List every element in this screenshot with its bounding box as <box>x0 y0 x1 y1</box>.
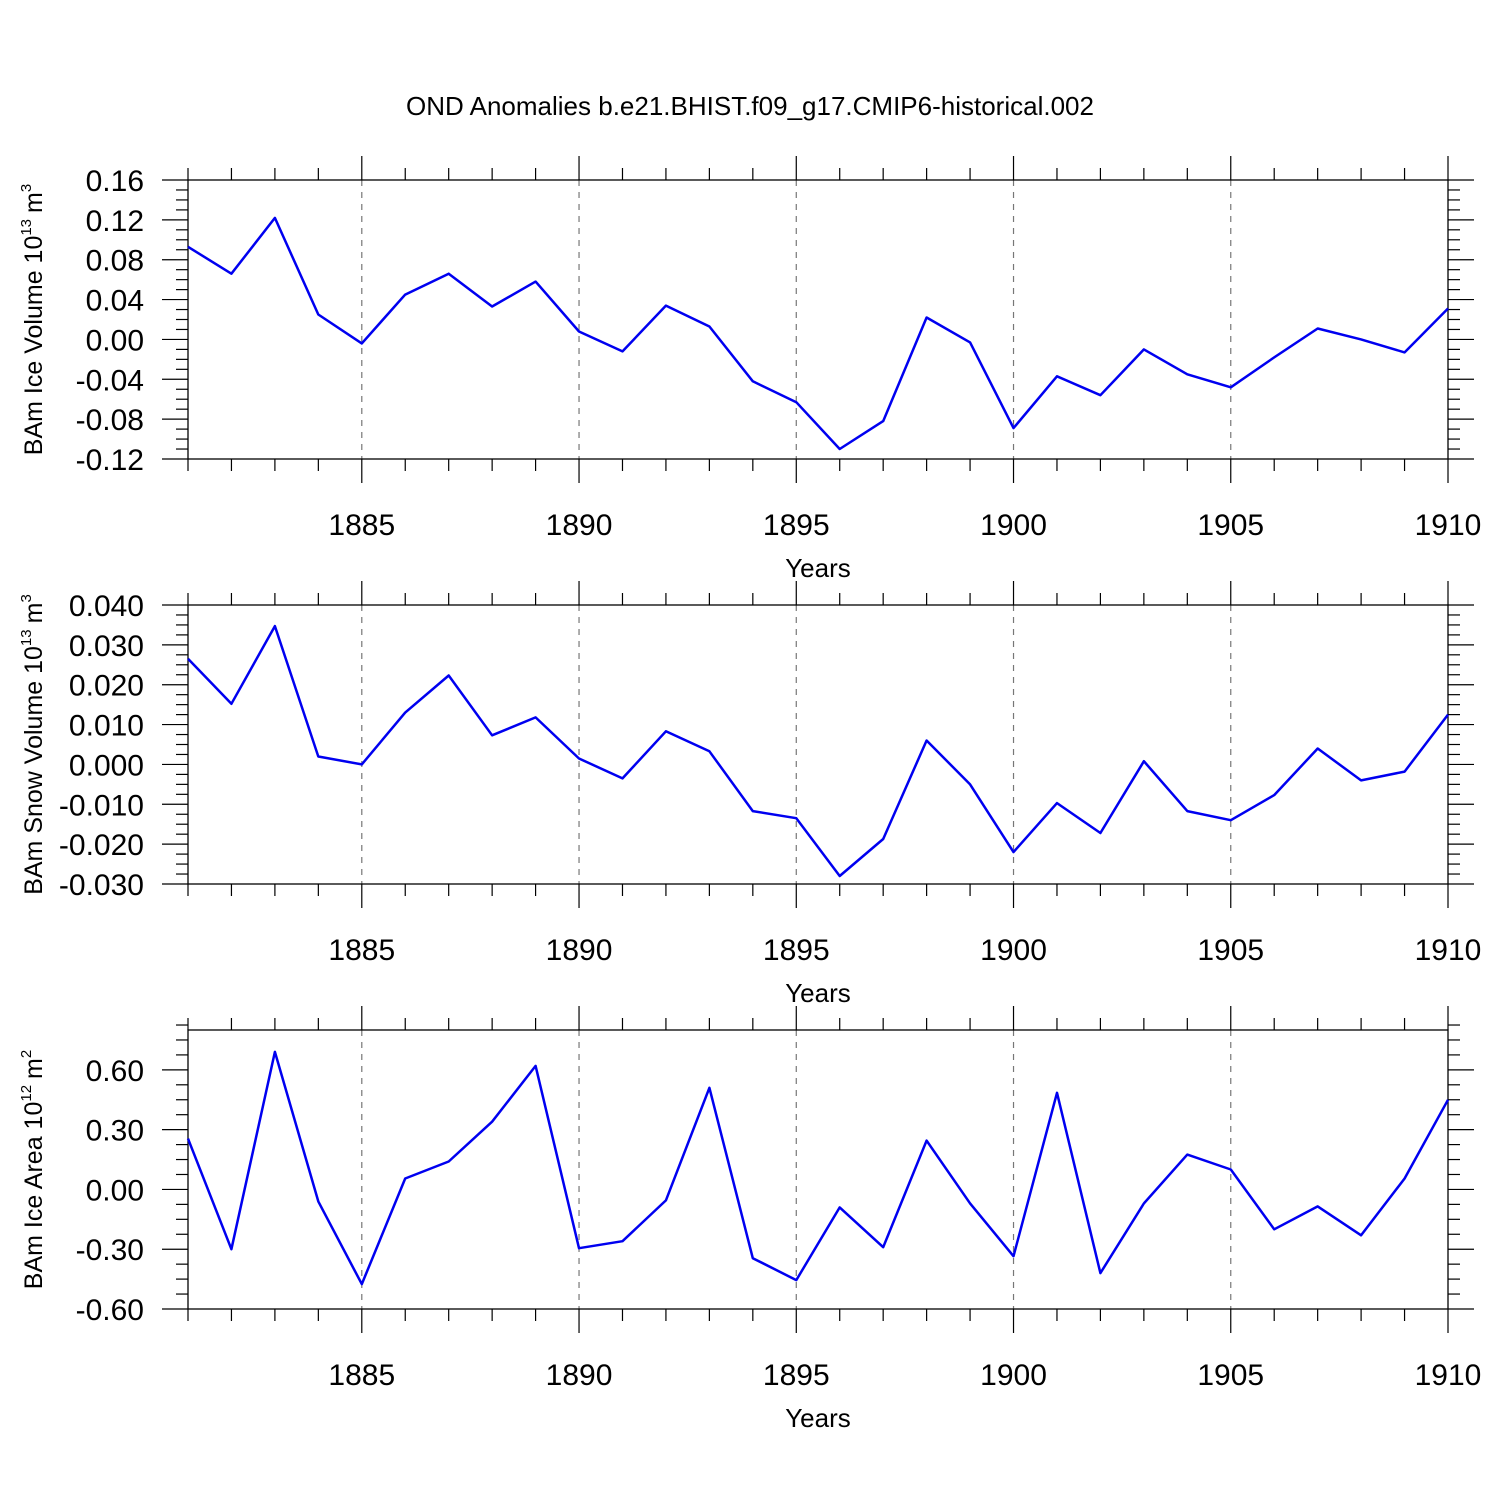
panel-2: -0.030 -0.020 -0.010 0.000 0.010 0.020 0.030 0.… <box>18 581 1481 1008</box>
plot-frame <box>187 604 1449 885</box>
y-axis-label: BAm Snow Volume 1013 m3 <box>18 594 48 895</box>
y-tick-label: -0.60 <box>76 1294 144 1327</box>
x-axis-label: Years <box>785 978 851 1008</box>
x-tick-label: 1910 <box>1415 509 1482 542</box>
y-axis-label-text: BAm Ice Area 10 <box>20 1102 48 1290</box>
y-tick-label: 0.010 <box>69 710 144 743</box>
y-tick-label: 0.16 <box>86 165 144 198</box>
y-axis-label-text: BAm Snow Volume 10 <box>20 646 48 895</box>
y-axis-label-exponent: 13 <box>18 219 35 236</box>
x-tick-label: 1905 <box>1197 1359 1264 1392</box>
y-axis-label-unit: m <box>20 192 48 213</box>
y-tick-label: 0.00 <box>86 1174 144 1207</box>
series-line <box>187 216 1449 451</box>
y-tick-label: 0.04 <box>86 285 144 318</box>
x-tick-label: 1890 <box>546 509 613 542</box>
panels: -0.12 -0.08 -0.04 0.00 0.04 0.08 0.12 0.16 1885 1… <box>18 156 1481 1433</box>
y-axis-label-text: BAm Ice Volume 10 <box>20 236 48 456</box>
y-axis-label-unit-exponent: 3 <box>18 594 35 602</box>
y-axis-label-unit: m <box>20 1058 48 1079</box>
x-tick-label: 1910 <box>1415 934 1482 967</box>
series-line <box>186 1050 1450 1286</box>
y-axis-label-unit-exponent: 2 <box>18 1050 35 1058</box>
plot-frame <box>187 1029 1449 1310</box>
y-tick-label: -0.010 <box>59 789 144 822</box>
x-tick-label: 1890 <box>546 1359 613 1392</box>
series-line <box>187 624 1449 878</box>
y-tick-label: -0.30 <box>76 1234 144 1267</box>
x-tick-label: 1885 <box>328 934 395 967</box>
x-axis-label: Years <box>785 1403 851 1433</box>
y-tick-label: 0.040 <box>69 590 144 623</box>
y-axis-label-exponent: 13 <box>18 629 35 646</box>
y-tick-label: -0.08 <box>76 404 144 437</box>
y-tick-label: 0.000 <box>69 749 144 782</box>
y-tick-label: 0.08 <box>86 245 144 278</box>
panel-1: -0.12 -0.08 -0.04 0.00 0.04 0.08 0.12 0.16 1885 1… <box>18 156 1481 583</box>
x-tick-label: 1905 <box>1197 509 1264 542</box>
x-tick-label: 1910 <box>1415 1359 1482 1392</box>
x-tick-label: 1900 <box>980 934 1047 967</box>
y-tick-label: -0.020 <box>59 829 144 862</box>
y-axis-label: BAm Ice Volume 1013 m3 <box>18 184 48 455</box>
x-axis-label: Years <box>785 553 851 583</box>
x-tick-label: 1885 <box>328 1359 395 1392</box>
y-tick-label: 0.030 <box>69 630 144 663</box>
x-tick-label: 1895 <box>763 934 830 967</box>
x-tick-label: 1905 <box>1197 934 1264 967</box>
y-tick-label: -0.04 <box>76 364 144 397</box>
y-axis-label-unit-exponent: 3 <box>18 184 35 192</box>
x-tick-label: 1885 <box>328 509 395 542</box>
y-tick-label: -0.030 <box>59 869 144 902</box>
x-tick-label: 1895 <box>763 509 830 542</box>
y-axis-label: BAm Ice Area 1012 m2 <box>18 1050 48 1289</box>
y-tick-label: 0.00 <box>86 324 144 357</box>
y-tick-label: 0.60 <box>86 1055 144 1088</box>
panel-3: -0.60 -0.30 0.00 0.30 0.60 1885 1890 1895 1900 19… <box>18 1006 1481 1433</box>
x-tick-label: 1900 <box>980 1359 1047 1392</box>
y-tick-label: 0.020 <box>69 670 144 703</box>
x-tick-label: 1890 <box>546 934 613 967</box>
y-axis-label-exponent: 12 <box>18 1085 35 1102</box>
y-tick-label: -0.12 <box>76 444 144 477</box>
x-tick-label: 1895 <box>763 1359 830 1392</box>
y-axis-label-unit: m <box>20 603 48 624</box>
chart-title: OND Anomalies b.e21.BHIST.f09_g17.CMIP6-… <box>406 91 1094 121</box>
plot-frame <box>187 179 1449 460</box>
y-tick-label: 0.12 <box>86 205 144 238</box>
x-tick-label: 1900 <box>980 509 1047 542</box>
y-tick-label: 0.30 <box>86 1115 144 1148</box>
